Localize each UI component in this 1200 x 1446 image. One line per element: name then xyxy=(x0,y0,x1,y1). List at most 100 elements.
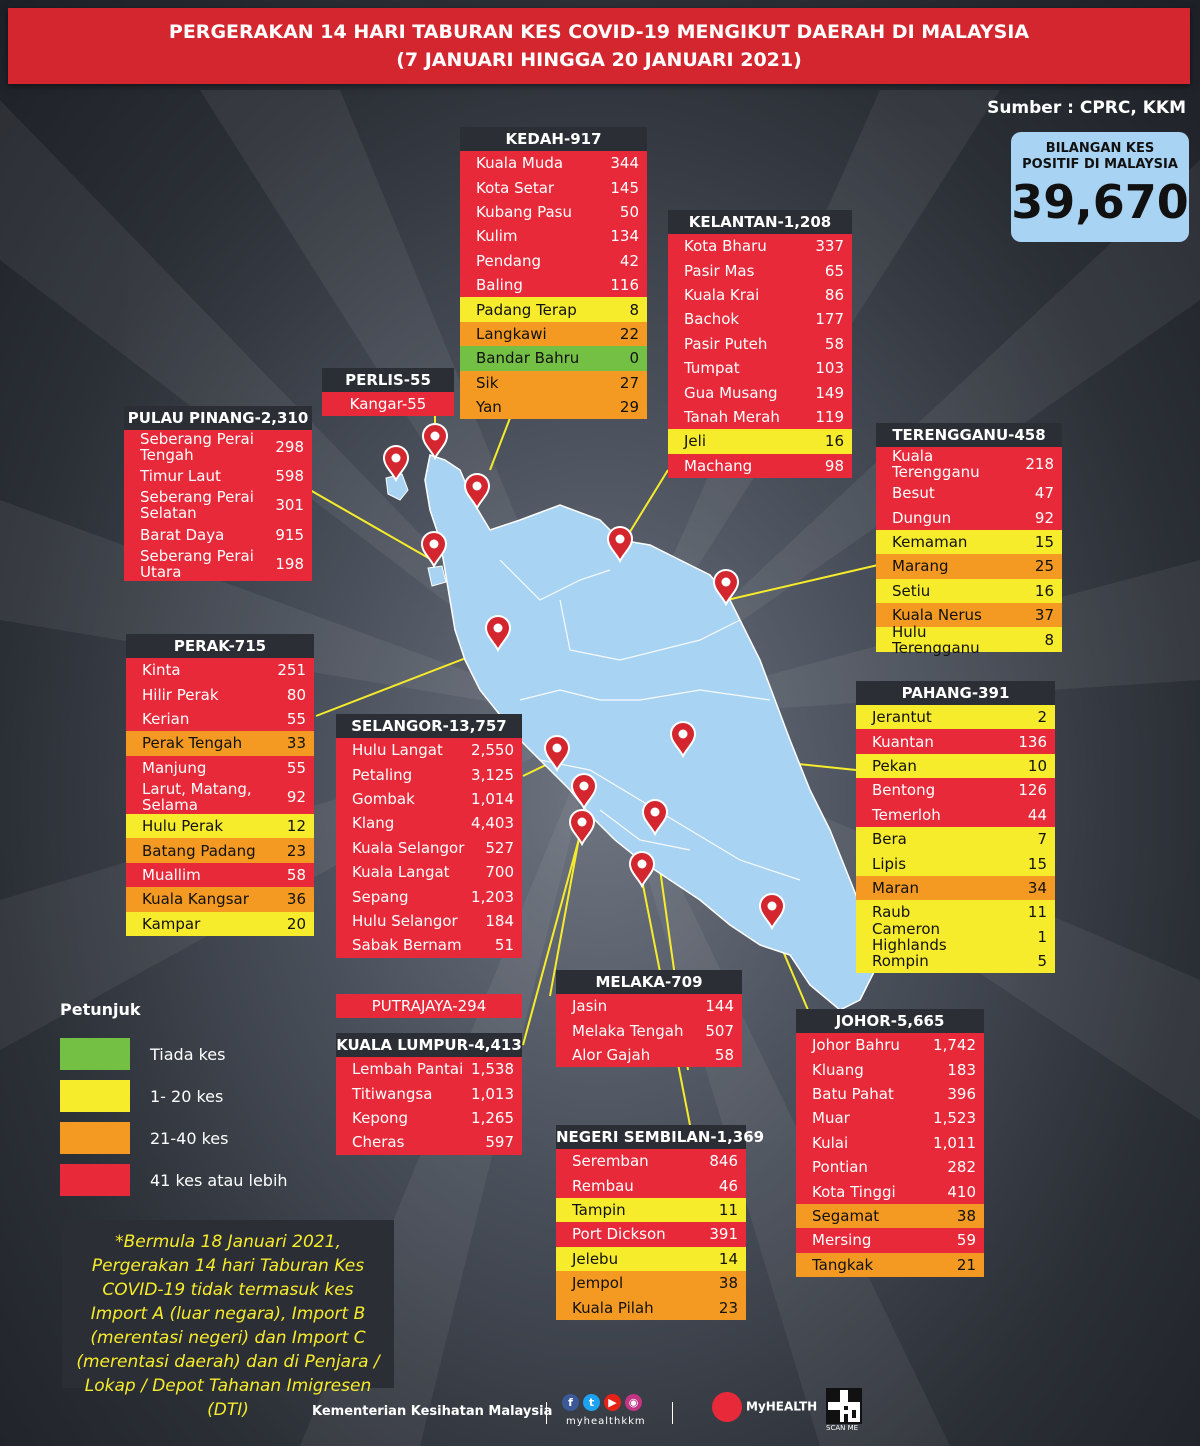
twitter-icon[interactable]: t xyxy=(583,1394,600,1411)
district-cases: 25 xyxy=(1034,557,1054,576)
district-name: Klang xyxy=(352,814,395,833)
district-row: Titiwangsa 1,013 xyxy=(336,1081,522,1106)
district-cases: 396 xyxy=(947,1084,976,1103)
district-row: Pasir Mas 65 xyxy=(668,258,852,283)
district-cases: 846 xyxy=(709,1152,738,1171)
district-cases: 2,550 xyxy=(471,741,514,760)
district-row: Sepang 1,203 xyxy=(336,884,522,909)
district-row: Kota Setar 145 xyxy=(460,175,647,200)
district-cases: 1,203 xyxy=(471,887,514,906)
district-row: Kota Tinggi 410 xyxy=(796,1179,984,1204)
map-pin-icon xyxy=(463,473,491,511)
legend-item-high: 41 kes atau lebih xyxy=(60,1159,288,1201)
district-row: Kuala Terengganu 218 xyxy=(876,447,1062,481)
district-name: Petaling xyxy=(352,765,413,784)
district-cases: 11 xyxy=(1027,903,1047,922)
district-cases: 58 xyxy=(286,865,306,884)
panel-perlis: PERLIS-55 Kangar-55 xyxy=(322,368,454,416)
district-name: Kuala Selangor xyxy=(352,838,465,857)
district-row: Bandar Bahru 0 xyxy=(460,346,647,371)
district-cases: 344 xyxy=(610,154,639,173)
district-row: Port Dickson 391 xyxy=(556,1222,746,1247)
district-name: Jempol xyxy=(572,1274,624,1293)
legend-label-low: 1- 20 kes xyxy=(150,1086,224,1106)
district-row: Kepong 1,265 xyxy=(336,1105,522,1131)
district-row: Jasin 144 xyxy=(556,994,742,1019)
legend-swatch-orange xyxy=(60,1122,130,1154)
district-row: Alor Gajah 58 xyxy=(556,1042,742,1068)
district-cases: 34 xyxy=(1027,878,1047,897)
district-row: Langkawi 22 xyxy=(460,321,647,347)
district-cases: 126 xyxy=(1018,781,1047,800)
district-row: Kuala Pilah 23 xyxy=(556,1295,746,1320)
instagram-icon[interactable]: ◉ xyxy=(625,1394,642,1411)
qr-code-icon[interactable] xyxy=(826,1388,862,1424)
district-name: Bera xyxy=(872,830,907,849)
district-cases: 21 xyxy=(956,1255,976,1274)
district-row: Kluang 183 xyxy=(796,1057,984,1082)
district-cases: 12 xyxy=(286,817,306,836)
district-cases: 184 xyxy=(485,911,514,930)
district-name: Kuantan xyxy=(872,732,934,751)
panel-johor-title: JOHOR-5,665 xyxy=(796,1009,984,1033)
district-row: Jeli 16 xyxy=(668,429,852,454)
district-row: Kuala Kangsar 36 xyxy=(126,887,314,912)
district-row: Lipis 15 xyxy=(856,851,1055,876)
district-cases: 92 xyxy=(1034,508,1054,527)
panel-kelantan-title: KELANTAN-1,208 xyxy=(668,210,852,234)
district-row: Barat Daya 915 xyxy=(124,522,312,547)
district-cases: 298 xyxy=(275,438,304,456)
district-cases: 0 xyxy=(629,349,639,368)
myhealth-brand-text: MyHEALTH xyxy=(746,1399,818,1414)
panel-selangor-rows: Hulu Langat 2,550 Petaling 3,125 Gombak 1,014… xyxy=(336,738,522,958)
district-name: Muar xyxy=(812,1109,850,1128)
legend-swatch-green xyxy=(60,1038,130,1070)
facebook-icon[interactable]: f xyxy=(562,1394,579,1411)
district-row: Seberang Perai Selatan 301 xyxy=(124,488,312,523)
district-row: Hulu Terengganu 8 xyxy=(876,624,1062,656)
title-line-1: PERGERAKAN 14 HARI TABURAN KES COVID-19 … xyxy=(168,21,1030,43)
ministry-name: Kementerian Kesihatan Malaysia xyxy=(312,1404,553,1419)
panel-pahang-title: PAHANG-391 xyxy=(856,681,1055,705)
district-name: Maran xyxy=(872,878,919,897)
district-name: Bentong xyxy=(872,781,936,800)
district-name: Rompin xyxy=(872,952,929,971)
district-cases: 23 xyxy=(718,1298,738,1317)
panel-kelantan-rows: Kota Bharu 337 Pasir Mas 65 Kuala Krai 86 Bach… xyxy=(668,234,852,478)
panel-perak: PERAK-715 Kinta 251 Hilir Perak 80 Kerian 55 P… xyxy=(126,634,314,936)
district-name: Setiu xyxy=(892,581,931,600)
district-row: Bera 7 xyxy=(856,826,1055,852)
district-cases: 14 xyxy=(718,1249,738,1268)
district-cases: 20 xyxy=(286,914,306,933)
district-name: Batu Pahat xyxy=(812,1084,894,1103)
penang-island xyxy=(427,565,447,587)
district-name: Jeli xyxy=(684,432,706,451)
district-name: Bandar Bahru xyxy=(476,349,580,368)
district-cases: 33 xyxy=(286,734,306,753)
district-row: Pendang 42 xyxy=(460,248,647,273)
district-name: Tampin xyxy=(572,1200,626,1219)
district-name: Kepong xyxy=(352,1108,409,1127)
legend-label-high: 41 kes atau lebih xyxy=(150,1170,288,1190)
district-row: Manjung 55 xyxy=(126,755,314,780)
total-cases-box: BILANGAN KES POSITIF DI MALAYSIA 39,670 xyxy=(1011,132,1189,242)
panel-negeri-sembilan: NEGERI SEMBILAN-1,369 Seremban 846 Rembau 4… xyxy=(556,1125,764,1320)
district-name: Kluang xyxy=(812,1060,864,1079)
map-pin-icon xyxy=(382,445,410,483)
youtube-icon[interactable]: ▶ xyxy=(604,1394,621,1411)
district-cases: 37 xyxy=(1034,606,1054,625)
district-name: Batang Padang xyxy=(142,841,256,860)
district-name: Timur Laut xyxy=(140,467,221,486)
district-row: Klang 4,403 xyxy=(336,811,522,836)
district-name: Temerloh xyxy=(872,805,941,824)
district-cases: 1,742 xyxy=(933,1036,976,1055)
legend-label-mid: 21-40 kes xyxy=(150,1128,229,1148)
district-name: Kuala Muda xyxy=(476,154,564,173)
district-name: Besut xyxy=(892,484,935,503)
district-row: Hilir Perak 80 xyxy=(126,682,314,707)
district-cases: 177 xyxy=(815,310,844,329)
district-cases: 8 xyxy=(629,300,639,319)
district-name: Cameron Highlands xyxy=(872,919,947,954)
district-cases: 15 xyxy=(1034,532,1054,551)
